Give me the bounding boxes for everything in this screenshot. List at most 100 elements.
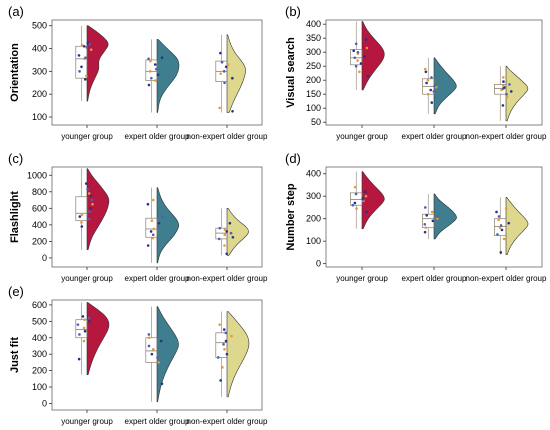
data-point — [217, 237, 221, 241]
violin-half — [433, 57, 457, 115]
y-tick-label: 1000 — [27, 170, 47, 180]
iqr-box — [75, 45, 88, 79]
y-tick-label: 250 — [306, 61, 321, 71]
data-point — [223, 233, 227, 237]
iqr-box — [75, 319, 88, 339]
panel-1: (a) Orientation 100 200 300 400 500 younger gro… — [8, 4, 268, 141]
data-point — [151, 198, 155, 202]
violin-half — [226, 311, 250, 398]
violin-half — [226, 208, 249, 256]
y-tick-label: 300 — [32, 349, 47, 359]
x-category-label: non-expert older group — [187, 417, 268, 426]
y-tick-label: 400 — [32, 333, 47, 343]
data-point — [220, 60, 224, 64]
y-tick-label: 200 — [306, 75, 321, 85]
violin-half — [156, 306, 179, 403]
data-point — [88, 210, 91, 213]
data-point — [152, 227, 156, 231]
data-point — [87, 217, 91, 221]
data-point — [505, 92, 508, 96]
data-point — [85, 74, 88, 78]
data-point — [505, 95, 509, 99]
x-category-label: younger group — [336, 274, 388, 283]
y-tick-label: 200 — [306, 214, 321, 224]
data-point — [366, 74, 370, 78]
data-point — [160, 56, 164, 59]
data-point — [501, 104, 505, 107]
data-point — [358, 70, 361, 74]
data-point — [223, 347, 226, 351]
data-point — [496, 233, 499, 236]
panel-2: (b) Visual search 50 100 150 200 250 300 350 400 y… — [285, 4, 547, 141]
data-point — [151, 233, 155, 237]
data-point — [502, 80, 505, 83]
x-category-label: expert older group — [125, 132, 190, 141]
y-tick-label: 200 — [32, 366, 47, 376]
x-category-label: younger group — [61, 274, 113, 283]
data-point — [89, 194, 93, 198]
data-point — [147, 57, 150, 61]
data-point — [499, 224, 503, 227]
data-point — [219, 379, 222, 382]
iqr-box — [350, 49, 363, 66]
data-point — [351, 203, 355, 207]
violin-half — [86, 302, 110, 376]
data-point — [150, 352, 154, 356]
x-category-label: younger group — [61, 132, 113, 141]
data-point — [230, 334, 233, 338]
data-point — [430, 101, 434, 104]
y-tick-label: 200 — [32, 236, 47, 246]
data-point — [82, 339, 86, 343]
data-point — [225, 352, 229, 356]
data-point — [85, 46, 89, 49]
y-tick-label: 400 — [32, 44, 47, 54]
data-point — [156, 356, 159, 359]
data-point — [356, 59, 359, 62]
data-point — [353, 201, 357, 205]
y-tick-label: 600 — [32, 300, 47, 310]
violin-half — [361, 21, 385, 91]
data-point — [146, 202, 150, 206]
data-point — [86, 41, 90, 45]
data-point — [229, 231, 233, 235]
panel-label: (a) — [8, 4, 24, 19]
data-point — [156, 225, 160, 228]
violin-half — [505, 65, 529, 122]
data-point — [356, 50, 360, 54]
y-tick-label: 800 — [32, 187, 47, 197]
data-point — [155, 67, 158, 71]
panel-3: (c) Flashlight 0 200 400 600 800 1000 younger gr… — [8, 151, 268, 283]
data-point — [423, 67, 427, 71]
data-point — [83, 78, 87, 81]
x-category-label: expert older group — [125, 274, 190, 283]
x-category-label: non-expert older group — [466, 132, 547, 141]
data-point — [500, 88, 503, 92]
data-point — [430, 76, 433, 79]
x-category-label: non-expert older group — [466, 274, 547, 283]
data-point — [80, 221, 83, 224]
y-tick-label: 400 — [306, 169, 321, 179]
data-point — [150, 219, 154, 223]
data-point — [84, 182, 88, 185]
data-point — [157, 361, 160, 364]
data-point — [77, 54, 81, 57]
data-point — [231, 76, 234, 80]
data-point — [83, 318, 86, 322]
y-tick-label: 200 — [32, 89, 47, 99]
data-point — [224, 331, 228, 335]
data-point — [223, 228, 227, 232]
data-point — [432, 90, 436, 93]
data-point — [90, 198, 94, 202]
data-point — [510, 90, 513, 93]
data-point — [224, 339, 228, 343]
data-point — [354, 192, 358, 196]
data-point — [216, 356, 220, 359]
data-point — [86, 188, 89, 191]
data-point — [425, 81, 428, 85]
iqr-box — [215, 227, 228, 240]
y-tick-label: 500 — [32, 21, 47, 31]
y-tick-label: 100 — [32, 112, 47, 122]
data-point — [77, 357, 81, 361]
data-point — [160, 382, 164, 386]
